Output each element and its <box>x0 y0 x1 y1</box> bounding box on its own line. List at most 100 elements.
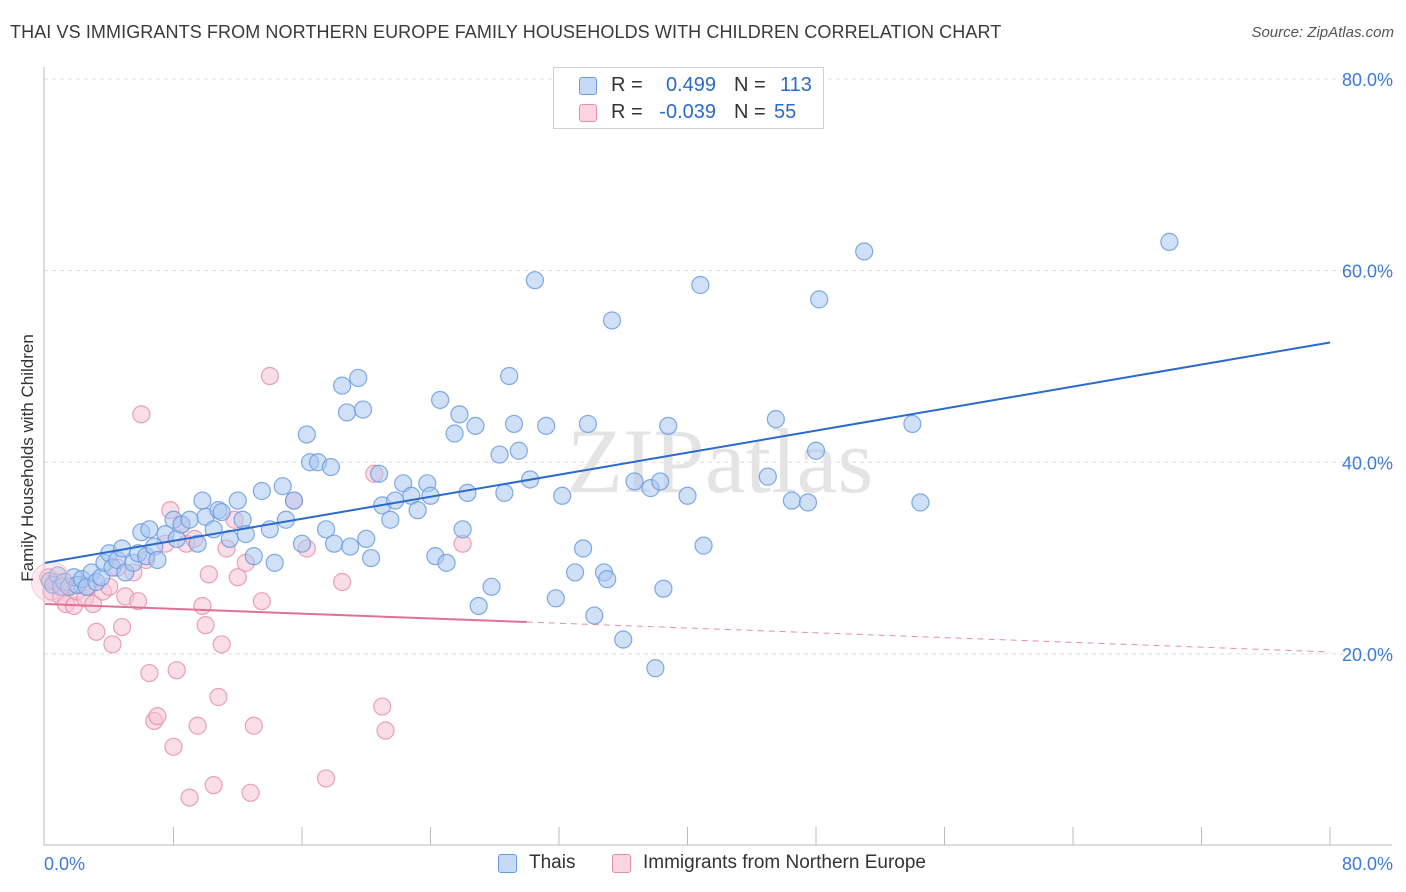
thais-point <box>297 425 316 444</box>
thais-point <box>651 472 670 491</box>
thais-point <box>798 493 818 512</box>
thais-point <box>537 416 556 435</box>
immigrants-point <box>129 592 148 611</box>
thais-point <box>614 630 633 649</box>
thais-point <box>482 577 501 596</box>
thais-point <box>911 493 930 512</box>
thais-point <box>265 553 284 572</box>
thais-point <box>509 441 528 460</box>
thais-point <box>140 520 159 539</box>
immigrants-trend-line-extension <box>526 621 1331 653</box>
immigrants-point <box>180 788 199 807</box>
stats-row-thais: R = 0.499 N = 113 <box>554 74 823 100</box>
thais-point <box>525 271 545 290</box>
y-tick-label: 20.0% <box>1342 645 1393 665</box>
thais-point <box>349 368 368 388</box>
r-label: R = <box>611 74 643 96</box>
immigrants-point <box>84 594 103 614</box>
thais-point <box>553 486 572 505</box>
thais-point <box>284 491 304 510</box>
thais-point <box>500 366 519 386</box>
n-label: N = <box>734 74 766 96</box>
thais-point <box>758 467 777 486</box>
tick-labels: 20.0% 40.0% 60.0% 80.0% 0.0% 80.0% <box>44 70 1393 874</box>
axes <box>43 67 1392 846</box>
thais-point <box>244 547 263 566</box>
immigrants-point <box>132 405 151 424</box>
thais-point <box>252 481 271 501</box>
thais-point <box>148 550 167 570</box>
thais-point <box>212 502 231 522</box>
immigrants-point <box>204 776 223 795</box>
thais-point <box>445 424 464 443</box>
thais-point <box>333 376 352 395</box>
immigrants-point <box>87 622 106 641</box>
thais-point <box>806 441 826 460</box>
immigrants-swatch <box>579 104 597 122</box>
thais-point <box>766 410 785 429</box>
y-tick-label: 40.0% <box>1342 453 1393 473</box>
x-tick-label: 80.0% <box>1342 854 1393 874</box>
thais-point <box>450 405 469 424</box>
watermark: ZIPatlas <box>567 410 874 512</box>
immigrants-point <box>252 592 271 611</box>
r-value-thais: 0.499 <box>665 74 716 96</box>
thais-point <box>228 491 247 510</box>
immigrants-point <box>148 707 167 726</box>
y-tick-label: 80.0% <box>1342 70 1393 90</box>
thais-point <box>321 457 341 477</box>
thais-point <box>602 311 622 330</box>
thais-trend-line <box>44 341 1331 564</box>
immigrants-point <box>316 769 336 788</box>
immigrants-point <box>164 737 183 756</box>
thais-legend-swatch <box>498 854 517 873</box>
thais-point <box>273 477 292 496</box>
stats-row-immigrants: R = -0.039 N = 55 <box>554 101 823 127</box>
data-points <box>30 232 1179 807</box>
thais-point <box>458 483 477 503</box>
thais-swatch <box>579 77 597 95</box>
immigrants-point <box>209 687 228 707</box>
y-tick-label: 60.0% <box>1342 262 1393 282</box>
chart-title: THAI VS IMMIGRANTS FROM NORTHERN EUROPE … <box>10 22 1002 42</box>
thais-point <box>337 403 357 422</box>
r-value-immigrants: -0.039 <box>659 101 716 123</box>
immigrants-cluster-point <box>30 561 72 603</box>
stats-legend: R = 0.499 N = 113 R = -0.039 N = 55 <box>553 67 824 129</box>
thais-point <box>573 539 593 558</box>
thais-point <box>625 472 644 491</box>
thais-point <box>437 553 456 572</box>
thais-point <box>357 529 376 549</box>
thais-point <box>578 414 598 434</box>
n-value-immigrants: 55 <box>774 101 797 123</box>
thais-point <box>180 510 199 529</box>
thais-point <box>193 491 212 510</box>
n-label: N = <box>734 101 766 123</box>
immigrants-point <box>188 716 207 735</box>
thais-point <box>1160 232 1179 251</box>
thais-point <box>431 390 450 410</box>
r-label: R = <box>611 101 643 123</box>
thais-point <box>408 501 427 520</box>
y-axis-label: Family Households with Children <box>18 334 37 582</box>
thais-point <box>782 491 802 510</box>
immigrants-trend-line <box>44 603 527 624</box>
thais-point <box>646 659 665 678</box>
thais-point <box>386 491 405 510</box>
immigrants-point <box>140 663 159 683</box>
thais-point <box>188 534 207 553</box>
thais-point <box>659 416 678 435</box>
immigrants-point <box>199 565 218 584</box>
thais-point <box>370 464 389 483</box>
immigrants-point <box>167 661 186 680</box>
thais-point <box>678 486 697 505</box>
x-tick-label: 0.0% <box>44 854 85 874</box>
thais-point <box>855 242 874 261</box>
immigrants-point <box>260 366 279 386</box>
thais-point <box>341 537 360 556</box>
trend-lines <box>44 341 1331 653</box>
legend-label-immigrants: Immigrants from Northern Europe <box>643 852 926 873</box>
thais-point <box>353 400 373 419</box>
thais-point <box>598 570 617 589</box>
